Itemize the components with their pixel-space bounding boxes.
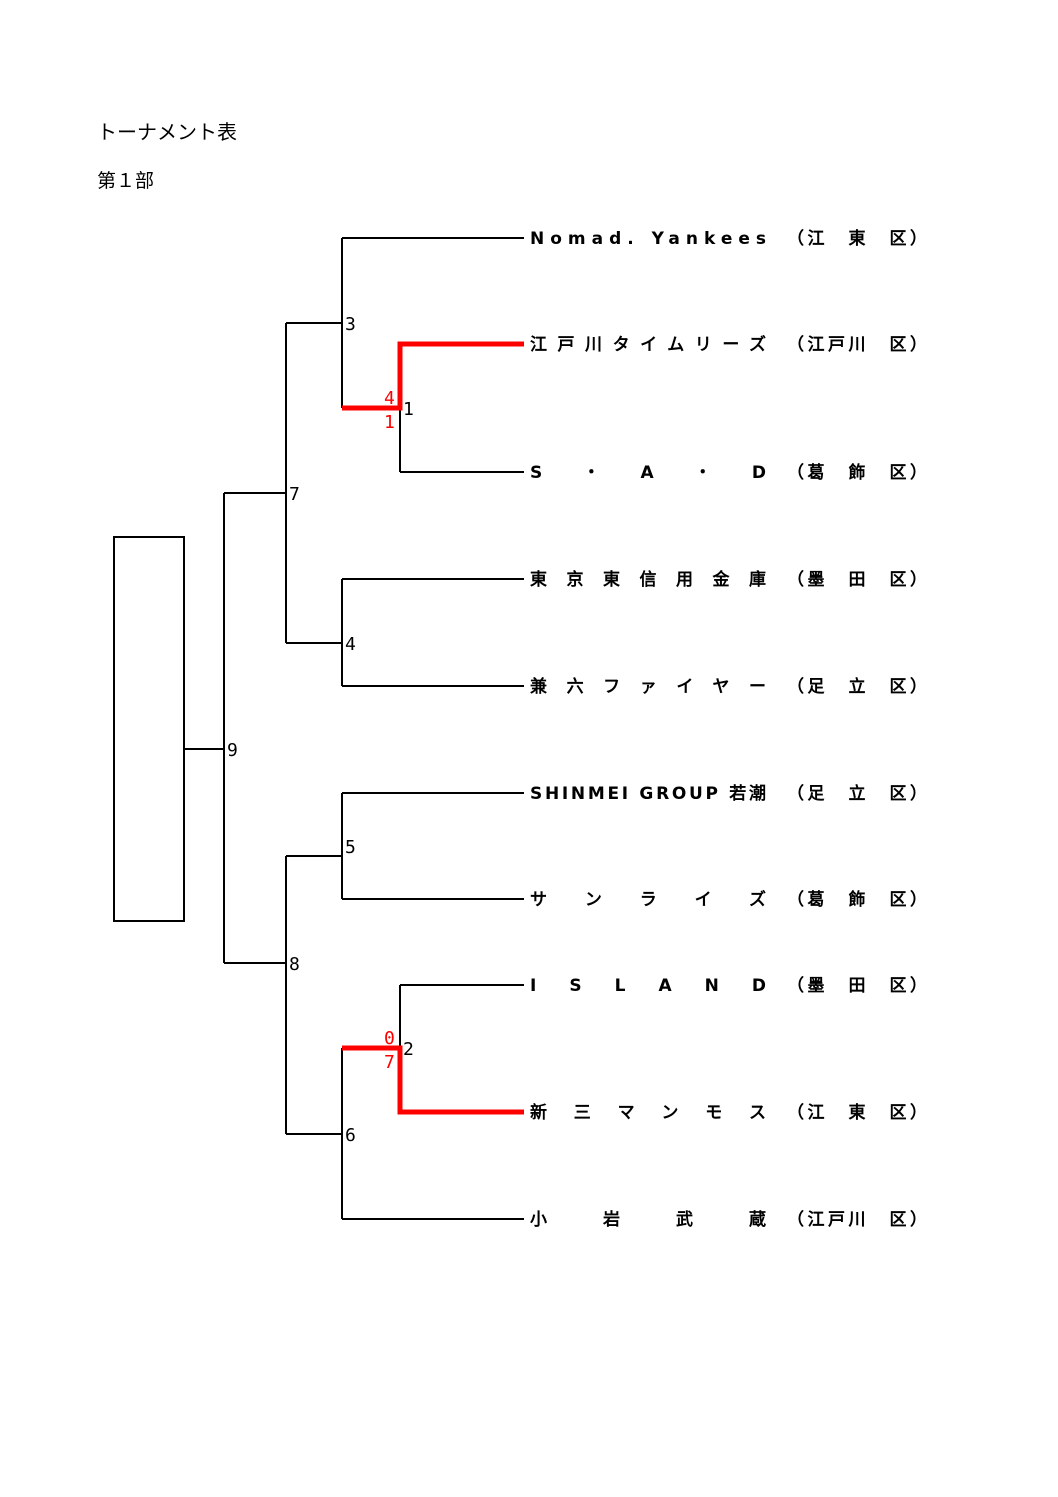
score-top: 0 <box>384 1028 395 1049</box>
match-5-bracket <box>286 793 343 899</box>
match-6-bracket <box>286 1048 343 1219</box>
team-district: （墨 田 区） <box>787 569 927 590</box>
team-name: 小岩武蔵 <box>530 1209 766 1230</box>
match-7-bracket <box>224 323 287 643</box>
team-name: 兼六ファイヤー <box>530 676 766 697</box>
team-district: （江 東 区） <box>787 1102 927 1123</box>
team-district: （葛 飾 区） <box>787 462 927 483</box>
team-name: Nomad. Yankees <box>530 229 766 249</box>
score-bottom: 1 <box>384 412 395 433</box>
team-district: （江 東 区） <box>787 228 927 249</box>
score-bottom: 7 <box>384 1052 395 1073</box>
match-number-1: 1 <box>403 399 414 420</box>
team-name: 江戸川タイムリーズ <box>530 334 766 355</box>
team-name: SHINMEI GROUP 若潮 <box>530 783 766 804</box>
match-number-5: 5 <box>345 837 356 858</box>
team-district: （足 立 区） <box>787 676 927 697</box>
team-district: （葛 飾 区） <box>787 889 927 910</box>
team-name: ISLAND <box>530 976 766 996</box>
winner-path-match-1 <box>342 341 524 411</box>
division-label: 第１部 <box>97 170 155 192</box>
match-number-6: 6 <box>345 1125 356 1146</box>
match-4-bracket <box>286 579 343 686</box>
team-name: 東京東信用金庫 <box>530 569 766 590</box>
document-title: トーナメント表 <box>97 120 237 144</box>
team-district: （江戸川 区） <box>787 1209 927 1230</box>
team-district: （江戸川 区） <box>787 334 927 355</box>
team-district: （墨 田 区） <box>787 975 927 996</box>
score-top: 4 <box>384 388 395 409</box>
team-name: 新三マンモス <box>530 1102 766 1123</box>
match-number-2: 2 <box>403 1039 414 1060</box>
match-3-bracket <box>286 238 343 408</box>
team-name: S・A・D <box>530 463 766 483</box>
champion-box <box>113 536 185 922</box>
winner-path-match-2 <box>342 1045 524 1115</box>
match-number-7: 7 <box>289 484 300 505</box>
team-name: サンライズ <box>530 889 766 910</box>
match-number-3: 3 <box>345 314 356 335</box>
match-number-4: 4 <box>345 634 356 655</box>
match-8-bracket <box>224 856 287 1134</box>
match-number-8: 8 <box>289 954 300 975</box>
team-district: （足 立 区） <box>787 783 927 804</box>
match-number-9: 9 <box>227 740 238 761</box>
match-9-bracket <box>184 493 225 963</box>
